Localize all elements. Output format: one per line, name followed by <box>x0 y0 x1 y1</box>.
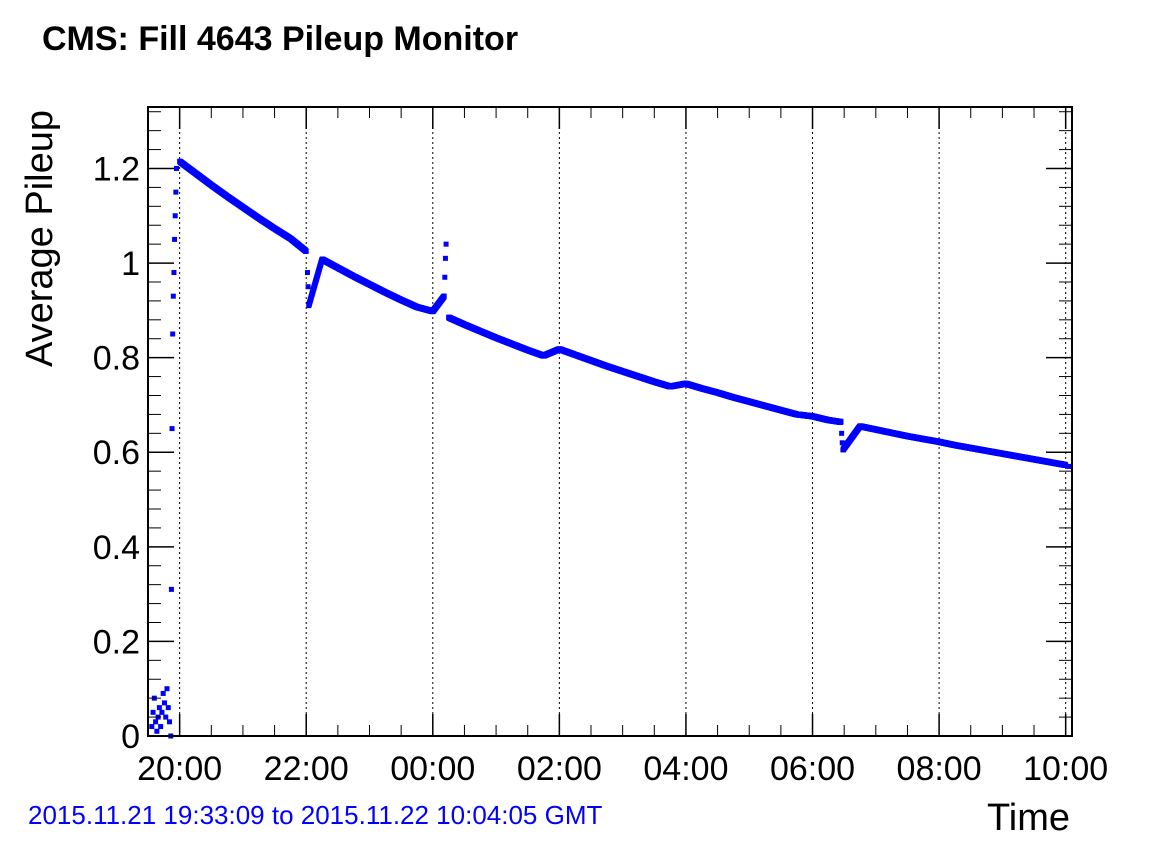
x-tick-label: 00:00 <box>390 750 475 788</box>
data-point <box>158 724 164 730</box>
data-point <box>149 724 155 730</box>
data-point <box>156 705 162 711</box>
data-point <box>1062 461 1068 468</box>
data-point <box>442 255 448 261</box>
y-tick-label: 0.2 <box>93 623 140 661</box>
data-points <box>149 158 1072 739</box>
data-point <box>150 709 156 715</box>
data-point <box>838 418 844 425</box>
data-point <box>441 293 447 300</box>
data-point <box>839 440 845 446</box>
data-point <box>1066 463 1072 469</box>
x-tick-label: 08:00 <box>897 750 982 788</box>
y-tick-label: 0.4 <box>93 529 140 567</box>
data-point <box>160 690 166 696</box>
data-point <box>163 714 169 720</box>
data-point <box>164 686 170 692</box>
data-point <box>167 719 173 725</box>
data-point <box>173 189 179 195</box>
y-tick-label: 0.8 <box>93 340 140 378</box>
x-tick-label: 04:00 <box>643 750 728 788</box>
y-tick-label: 1 <box>121 245 140 283</box>
data-point <box>172 213 178 219</box>
x-tick-label: 06:00 <box>770 750 855 788</box>
grid-lines <box>179 107 1067 736</box>
data-point <box>172 236 178 242</box>
y-tick-label: 1.2 <box>93 150 140 188</box>
x-tick-label: 20:00 <box>137 750 222 788</box>
x-tick-label: 22:00 <box>264 750 349 788</box>
data-point <box>154 728 160 734</box>
data-point <box>168 586 174 592</box>
data-point <box>169 426 175 432</box>
data-point <box>171 270 177 276</box>
y-tick-label: 0 <box>121 718 140 756</box>
data-point <box>443 241 449 247</box>
time-range-label: 2015.11.21 19:33:09 to 2015.11.22 10:04:… <box>28 800 603 830</box>
data-point <box>442 274 448 280</box>
data-point <box>303 247 309 254</box>
data-point <box>165 705 171 711</box>
data-point <box>159 709 165 715</box>
data-point <box>173 165 179 171</box>
x-axis-ticks: 20:00 22:00 00:00 02:00 04:00 06:00 08:00 10:00 <box>137 107 1108 788</box>
data-point <box>305 284 311 290</box>
plot-frame <box>147 106 1073 737</box>
data-point <box>304 270 310 276</box>
y-axis-ticks: 0 0.2 0.4 0.6 0.8 1 1.2 <box>93 111 1072 756</box>
x-tick-label: 02:00 <box>517 750 602 788</box>
data-point <box>161 700 167 706</box>
data-point <box>170 293 176 299</box>
y-tick-label: 0.6 <box>93 434 140 472</box>
x-tick-label: 10:00 <box>1023 750 1108 788</box>
data-point <box>153 719 159 725</box>
chart-title: CMS: Fill 4643 Pileup Monitor <box>42 20 519 58</box>
data-point <box>170 331 176 337</box>
data-point <box>839 430 845 436</box>
y-axis-label: Average Pileup <box>19 110 61 367</box>
x-axis-label: Time <box>987 797 1070 839</box>
